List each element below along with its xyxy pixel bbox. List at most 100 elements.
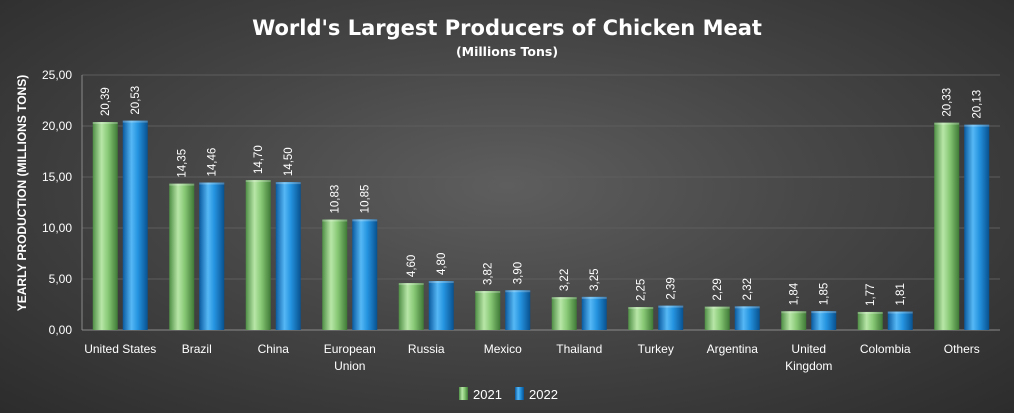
data-label: 1,77 (865, 284, 877, 306)
bar-cap (122, 120, 148, 123)
x-tick-label: United States (84, 342, 156, 356)
x-tick-label: Turkey (638, 342, 674, 356)
data-label: 14,50 (283, 147, 295, 176)
bar-2021 (398, 283, 424, 330)
bar-cap (811, 311, 837, 314)
bar-2021 (781, 311, 807, 330)
bar-cap (704, 306, 730, 309)
bar-2022 (199, 182, 225, 330)
bar-cap (398, 283, 424, 286)
data-label: 2,29 (712, 278, 724, 300)
bar-2021 (322, 219, 348, 330)
y-tick-label: 0,00 (49, 323, 73, 337)
bar-cap (734, 306, 760, 309)
data-label: 4,80 (436, 253, 448, 275)
x-tick-label: European Union (324, 342, 376, 373)
data-label: 2,32 (742, 278, 754, 300)
bar-cap (857, 311, 883, 314)
bar-cap (352, 219, 378, 222)
x-tick-label: Argentina (707, 342, 759, 356)
data-label: 20,33 (942, 88, 954, 117)
x-tick-label: Russia (408, 342, 445, 356)
bar-2021 (628, 307, 654, 330)
bar-2021 (475, 291, 501, 330)
bar-cap (934, 122, 960, 125)
bars (92, 120, 990, 331)
bar-cap (322, 219, 348, 222)
bar-cap (581, 296, 607, 299)
y-tick-label: 20,00 (42, 119, 72, 133)
bar-2022 (964, 124, 990, 330)
legend-swatch-2022 (515, 387, 524, 400)
bar-cap (505, 290, 531, 293)
x-tick-label: Others (944, 342, 980, 356)
data-label: 2,39 (666, 277, 678, 299)
data-label: 1,84 (789, 282, 801, 305)
bar-2022 (122, 120, 148, 331)
bar-2022 (505, 290, 531, 330)
bar-2022 (887, 311, 913, 330)
legend-swatch-2021 (459, 387, 468, 400)
x-axis-categories: United States Brazil China European Union Rus… (84, 342, 980, 373)
data-label: 20,53 (130, 86, 142, 115)
bar-cap (887, 311, 913, 314)
y-axis-label: YEARLY PRODUCTION (MILLIONS TONS) (15, 75, 29, 311)
bar-cap (964, 124, 990, 127)
x-tick-label: Thailand (556, 342, 602, 356)
y-tick-label: 15,00 (42, 170, 72, 184)
chart-title: World's Largest Producers of Chicken Mea… (252, 16, 762, 40)
data-label: 4,60 (406, 255, 418, 277)
data-label: 10,85 (360, 185, 372, 214)
bar-cap (658, 305, 684, 308)
bar-cap (551, 297, 577, 300)
bar-cap (199, 182, 225, 185)
x-tick-label: United Kingdom (785, 342, 832, 373)
chart-subtitle: (Millions Tons) (456, 44, 558, 59)
data-label: 3,82 (483, 263, 495, 285)
bar-2022 (734, 306, 760, 330)
x-tick-label: Brazil (182, 342, 212, 356)
bar-cap (475, 291, 501, 294)
bar-cap (781, 311, 807, 314)
legend-label-2022: 2022 (529, 387, 558, 402)
bar-cap (428, 281, 454, 284)
bar-cap (628, 307, 654, 310)
bar-2021 (169, 183, 195, 330)
bar-2022 (352, 219, 378, 330)
bar-2021 (551, 297, 577, 330)
bar-2021 (92, 122, 118, 330)
bar-2021 (857, 311, 883, 330)
x-tick-label: Colombia (860, 342, 911, 356)
data-label: 20,39 (100, 87, 112, 116)
y-tick-label: 10,00 (42, 221, 72, 235)
data-label: 14,46 (207, 148, 219, 177)
bar-2022 (658, 305, 684, 330)
y-tick-label: 25,00 (42, 68, 72, 82)
bar-2022 (275, 182, 301, 330)
bar-2021 (934, 122, 960, 330)
data-label: 1,81 (895, 283, 907, 305)
bar-cap (275, 182, 301, 185)
data-label: 1,85 (819, 283, 831, 305)
legend: 2021 2022 (459, 387, 558, 402)
data-labels: 20,39 20,53 14,35 14,46 14,70 14,50 10,83 10,85… (100, 86, 984, 306)
data-label: 3,25 (589, 268, 601, 290)
legend-label-2021: 2021 (473, 387, 502, 402)
data-label: 20,13 (972, 90, 984, 119)
x-tick-label: Mexico (484, 342, 522, 356)
data-label: 3,90 (513, 262, 525, 284)
bar-cap (169, 183, 195, 186)
data-label: 10,83 (330, 185, 342, 214)
data-label: 14,70 (253, 145, 265, 174)
bar-cap (245, 180, 271, 183)
bar-2021 (704, 306, 730, 330)
bar-cap (92, 122, 118, 125)
bar-2022 (428, 281, 454, 330)
data-label: 2,25 (636, 279, 648, 301)
bar-2022 (581, 296, 607, 330)
y-tick-label: 5,00 (49, 272, 73, 286)
bar-2022 (811, 311, 837, 330)
data-label: 3,22 (559, 269, 571, 291)
